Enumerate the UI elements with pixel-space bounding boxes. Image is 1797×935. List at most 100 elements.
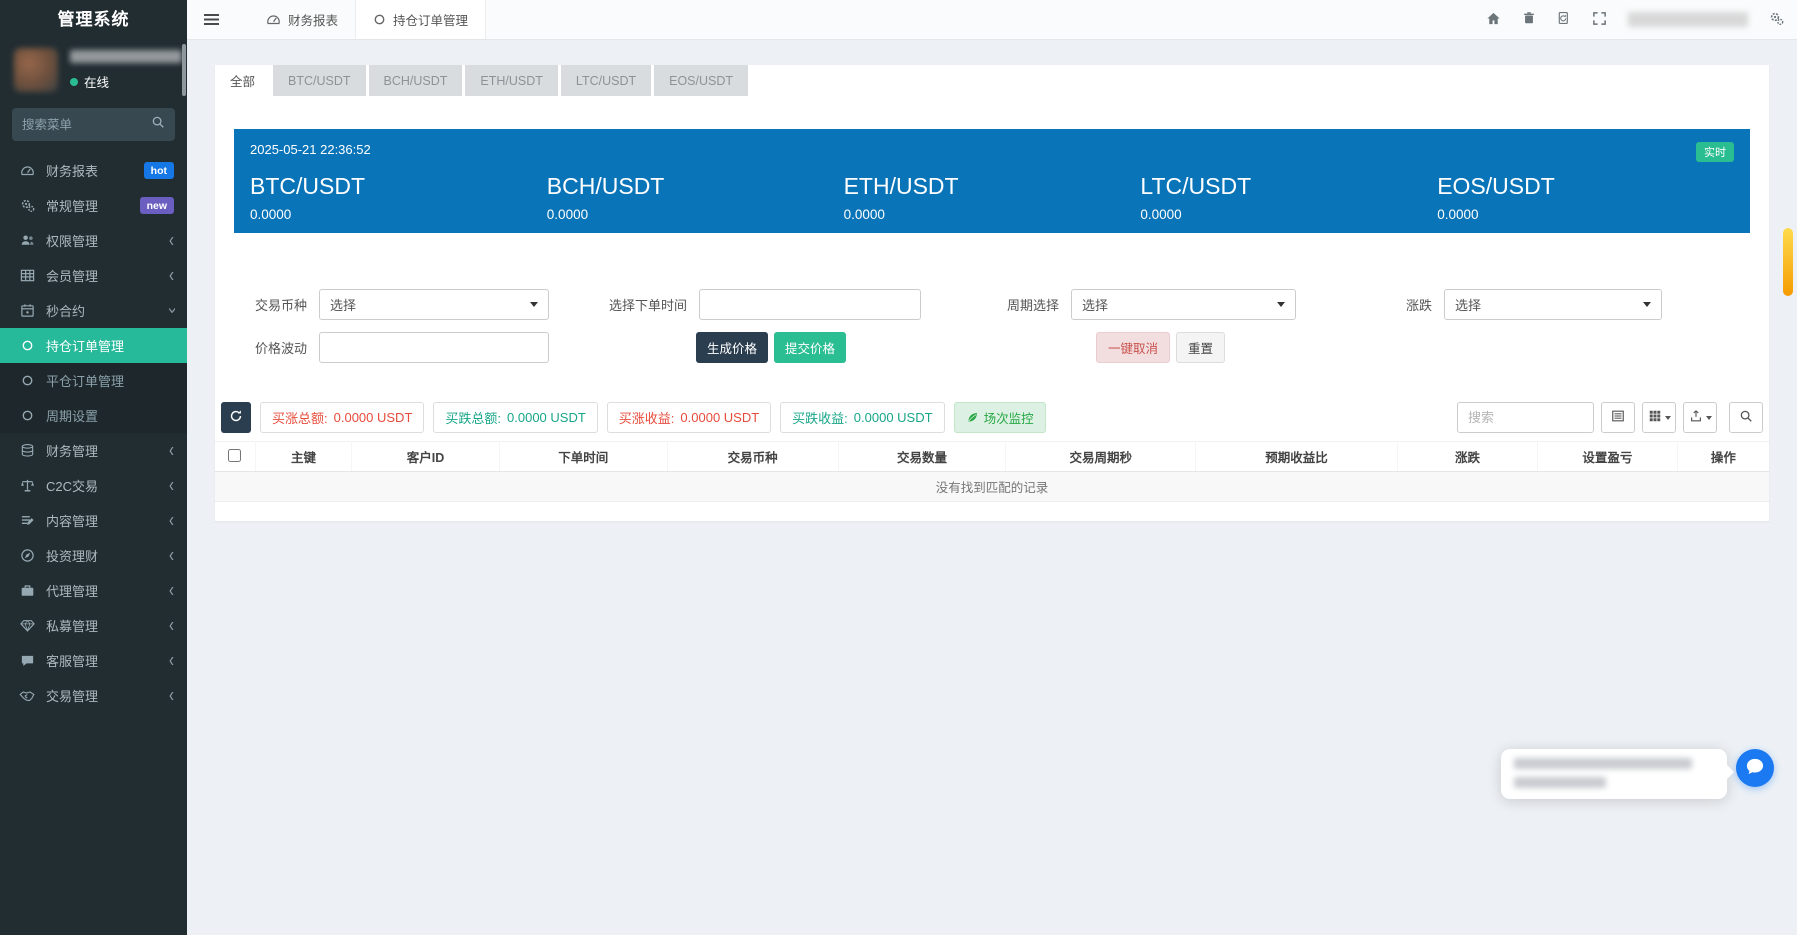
sidebar-item-general-manage[interactable]: 常规管理 new: [0, 188, 187, 223]
tab-eos-usdt[interactable]: EOS/USDT: [654, 65, 749, 96]
chevron-down-icon: [1643, 302, 1651, 307]
page-scrollbar-thumb[interactable]: [1783, 228, 1793, 296]
banner-pair-btc-usdt[interactable]: BTC/USDT 0.0000: [250, 173, 547, 222]
live-badge: 实时: [1696, 142, 1734, 162]
pair-tabs: 全部 BTC/USDT BCH/USDT ETH/USDT LTC/USDT EOS/US…: [215, 65, 1769, 96]
chat-button[interactable]: [1736, 749, 1774, 787]
chat-tooltip-text-redacted: [1514, 758, 1692, 769]
column-header-action: 操作: [1677, 441, 1769, 472]
tab-ltc-usdt[interactable]: LTC/USDT: [560, 65, 652, 96]
stat-value: 0.0000 USDT: [680, 410, 760, 425]
column-header-coin: 交易币种: [667, 441, 839, 472]
coin-select-value: 选择: [330, 298, 357, 313]
chevron-left-icon: ‹: [169, 579, 174, 602]
banner-pair-bch-usdt[interactable]: BCH/USDT 0.0000: [547, 173, 844, 222]
sidebar-search-input[interactable]: [22, 117, 151, 132]
sidebar-toggle-button[interactable]: [187, 0, 235, 39]
order-time-input[interactable]: [699, 289, 921, 320]
chevron-left-icon: ‹: [169, 439, 174, 462]
monitor-button-label: 场次监控: [983, 412, 1034, 426]
sidebar-subitem-closed-orders[interactable]: 平仓订单管理: [0, 363, 187, 398]
home-button[interactable]: [1486, 11, 1501, 29]
chevron-left-icon: ‹: [169, 544, 174, 567]
sidebar-scrollbar-thumb[interactable]: [182, 44, 186, 96]
monitor-button[interactable]: 场次监控: [953, 402, 1046, 433]
table-search-button[interactable]: [1729, 402, 1763, 433]
user-status: 在线: [70, 72, 182, 91]
banner-pairs: BTC/USDT 0.0000 BCH/USDT 0.0000 ETH/USDT 0…: [250, 173, 1734, 222]
sidebar-item-label: 常规管理: [46, 199, 99, 214]
card-view-button[interactable]: [1601, 402, 1635, 433]
sidebar-item-agency[interactable]: 代理管理 ‹: [0, 573, 187, 608]
home-icon: [1486, 11, 1501, 29]
submit-price-button[interactable]: 提交价格: [774, 332, 847, 363]
sidebar-item-invest[interactable]: 投资理财 ‹: [0, 538, 187, 573]
tab-bch-usdt[interactable]: BCH/USDT: [368, 65, 463, 96]
pair-price: 0.0000: [1437, 207, 1479, 222]
refresh-page-button[interactable]: [1557, 11, 1571, 28]
online-dot-icon: [70, 77, 78, 86]
settings-button[interactable]: [1769, 11, 1784, 29]
table-search-input[interactable]: [1457, 402, 1594, 433]
topbar-tab-position-orders[interactable]: 持仓订单管理: [355, 0, 487, 39]
sidebar-item-member[interactable]: 会员管理 ‹: [0, 258, 187, 293]
username-redacted[interactable]: [1628, 12, 1748, 27]
generate-price-button[interactable]: 生成价格: [696, 332, 769, 363]
tab-all[interactable]: 全部: [215, 65, 271, 96]
updown-select[interactable]: 选择: [1444, 289, 1662, 320]
sidebar-item-trade[interactable]: 交易管理 ‹: [0, 678, 187, 713]
banner-pair-ltc-usdt[interactable]: LTC/USDT 0.0000: [1140, 173, 1437, 222]
stat-buy-down-total: 买跌总额: 0.0000 USDT: [433, 402, 598, 433]
sidebar-item-finance[interactable]: 财务管理 ‹: [0, 433, 187, 468]
circle-icon: [18, 339, 36, 352]
trash-button[interactable]: [1522, 11, 1536, 28]
user-panel: 在线: [0, 40, 187, 102]
stat-value: 0.0000 USDT: [853, 410, 933, 425]
sidebar-item-customer-service[interactable]: 客服管理 ‹: [0, 643, 187, 678]
select-all-checkbox[interactable]: [228, 448, 242, 462]
chat-tooltip: [1501, 749, 1734, 799]
column-header-period-seconds: 交易周期秒: [1005, 441, 1197, 472]
banner-pair-eos-usdt[interactable]: EOS/USDT 0.0000: [1437, 173, 1734, 222]
sidebar-item-label: 交易管理: [46, 689, 99, 704]
coin-select[interactable]: 选择: [319, 289, 549, 320]
cancel-all-button[interactable]: 一键取消: [1096, 332, 1171, 363]
filters: 交易币种 选择 选择下单时间 周期选择 选择 涨跌: [215, 289, 1750, 363]
pair-price: 0.0000: [250, 207, 292, 222]
sidebar-item-second-contract[interactable]: 秒合约 ‹: [0, 293, 187, 328]
sidebar-subitem-period-settings[interactable]: 周期设置: [0, 398, 187, 433]
stat-buy-up-total: 买涨总额: 0.0000 USDT: [260, 402, 425, 433]
user-name-redacted: [70, 50, 182, 63]
sidebar-item-private-fund[interactable]: 私募管理 ‹: [0, 608, 187, 643]
export-button[interactable]: [1683, 402, 1717, 433]
tab-btc-usdt[interactable]: BTC/USDT: [273, 65, 366, 96]
topbar-tab-finance-report[interactable]: 财务报表: [249, 0, 355, 39]
sidebar-item-permission[interactable]: 权限管理 ‹: [0, 223, 187, 258]
volatility-input[interactable]: [319, 332, 549, 363]
stat-label: 买跌收益:: [792, 411, 848, 426]
sidebar-item-label: 投资理财: [46, 549, 99, 564]
sidebar-subitem-position-orders[interactable]: 持仓订单管理: [0, 328, 187, 363]
sidebar-item-label: 财务报表: [46, 164, 99, 179]
reset-button[interactable]: 重置: [1176, 332, 1226, 363]
stat-label: 买跌总额:: [445, 411, 502, 426]
period-select[interactable]: 选择: [1071, 289, 1296, 320]
topbar-tabs: 财务报表 持仓订单管理: [249, 0, 487, 39]
sidebar-item-finance-report[interactable]: 财务报表 hot: [0, 153, 187, 188]
table-empty-row: 没有找到匹配的记录: [215, 471, 1769, 502]
refresh-button[interactable]: [221, 402, 251, 433]
sidebar-item-content[interactable]: 内容管理 ‹: [0, 503, 187, 538]
sidebar-item-c2c-trade[interactable]: C2C交易 ‹: [0, 468, 187, 503]
period-select-value: 选择: [1082, 298, 1109, 313]
price-banner: 2025-05-21 22:36:52 实时 BTC/USDT 0.0000 BC…: [234, 129, 1750, 233]
topbar-tab-label: 财务报表: [288, 14, 339, 28]
pair-name: BTC/USDT: [250, 173, 365, 199]
tab-eth-usdt[interactable]: ETH/USDT: [465, 65, 558, 96]
topbar: 财务报表 持仓订单管理: [187, 0, 1797, 40]
banner-pair-eth-usdt[interactable]: ETH/USDT 0.0000: [844, 173, 1141, 222]
columns-button[interactable]: [1642, 402, 1676, 433]
calendar-icon: [18, 303, 36, 318]
fullscreen-button[interactable]: [1592, 11, 1607, 29]
order-time-label: 选择下单时间: [608, 298, 687, 313]
